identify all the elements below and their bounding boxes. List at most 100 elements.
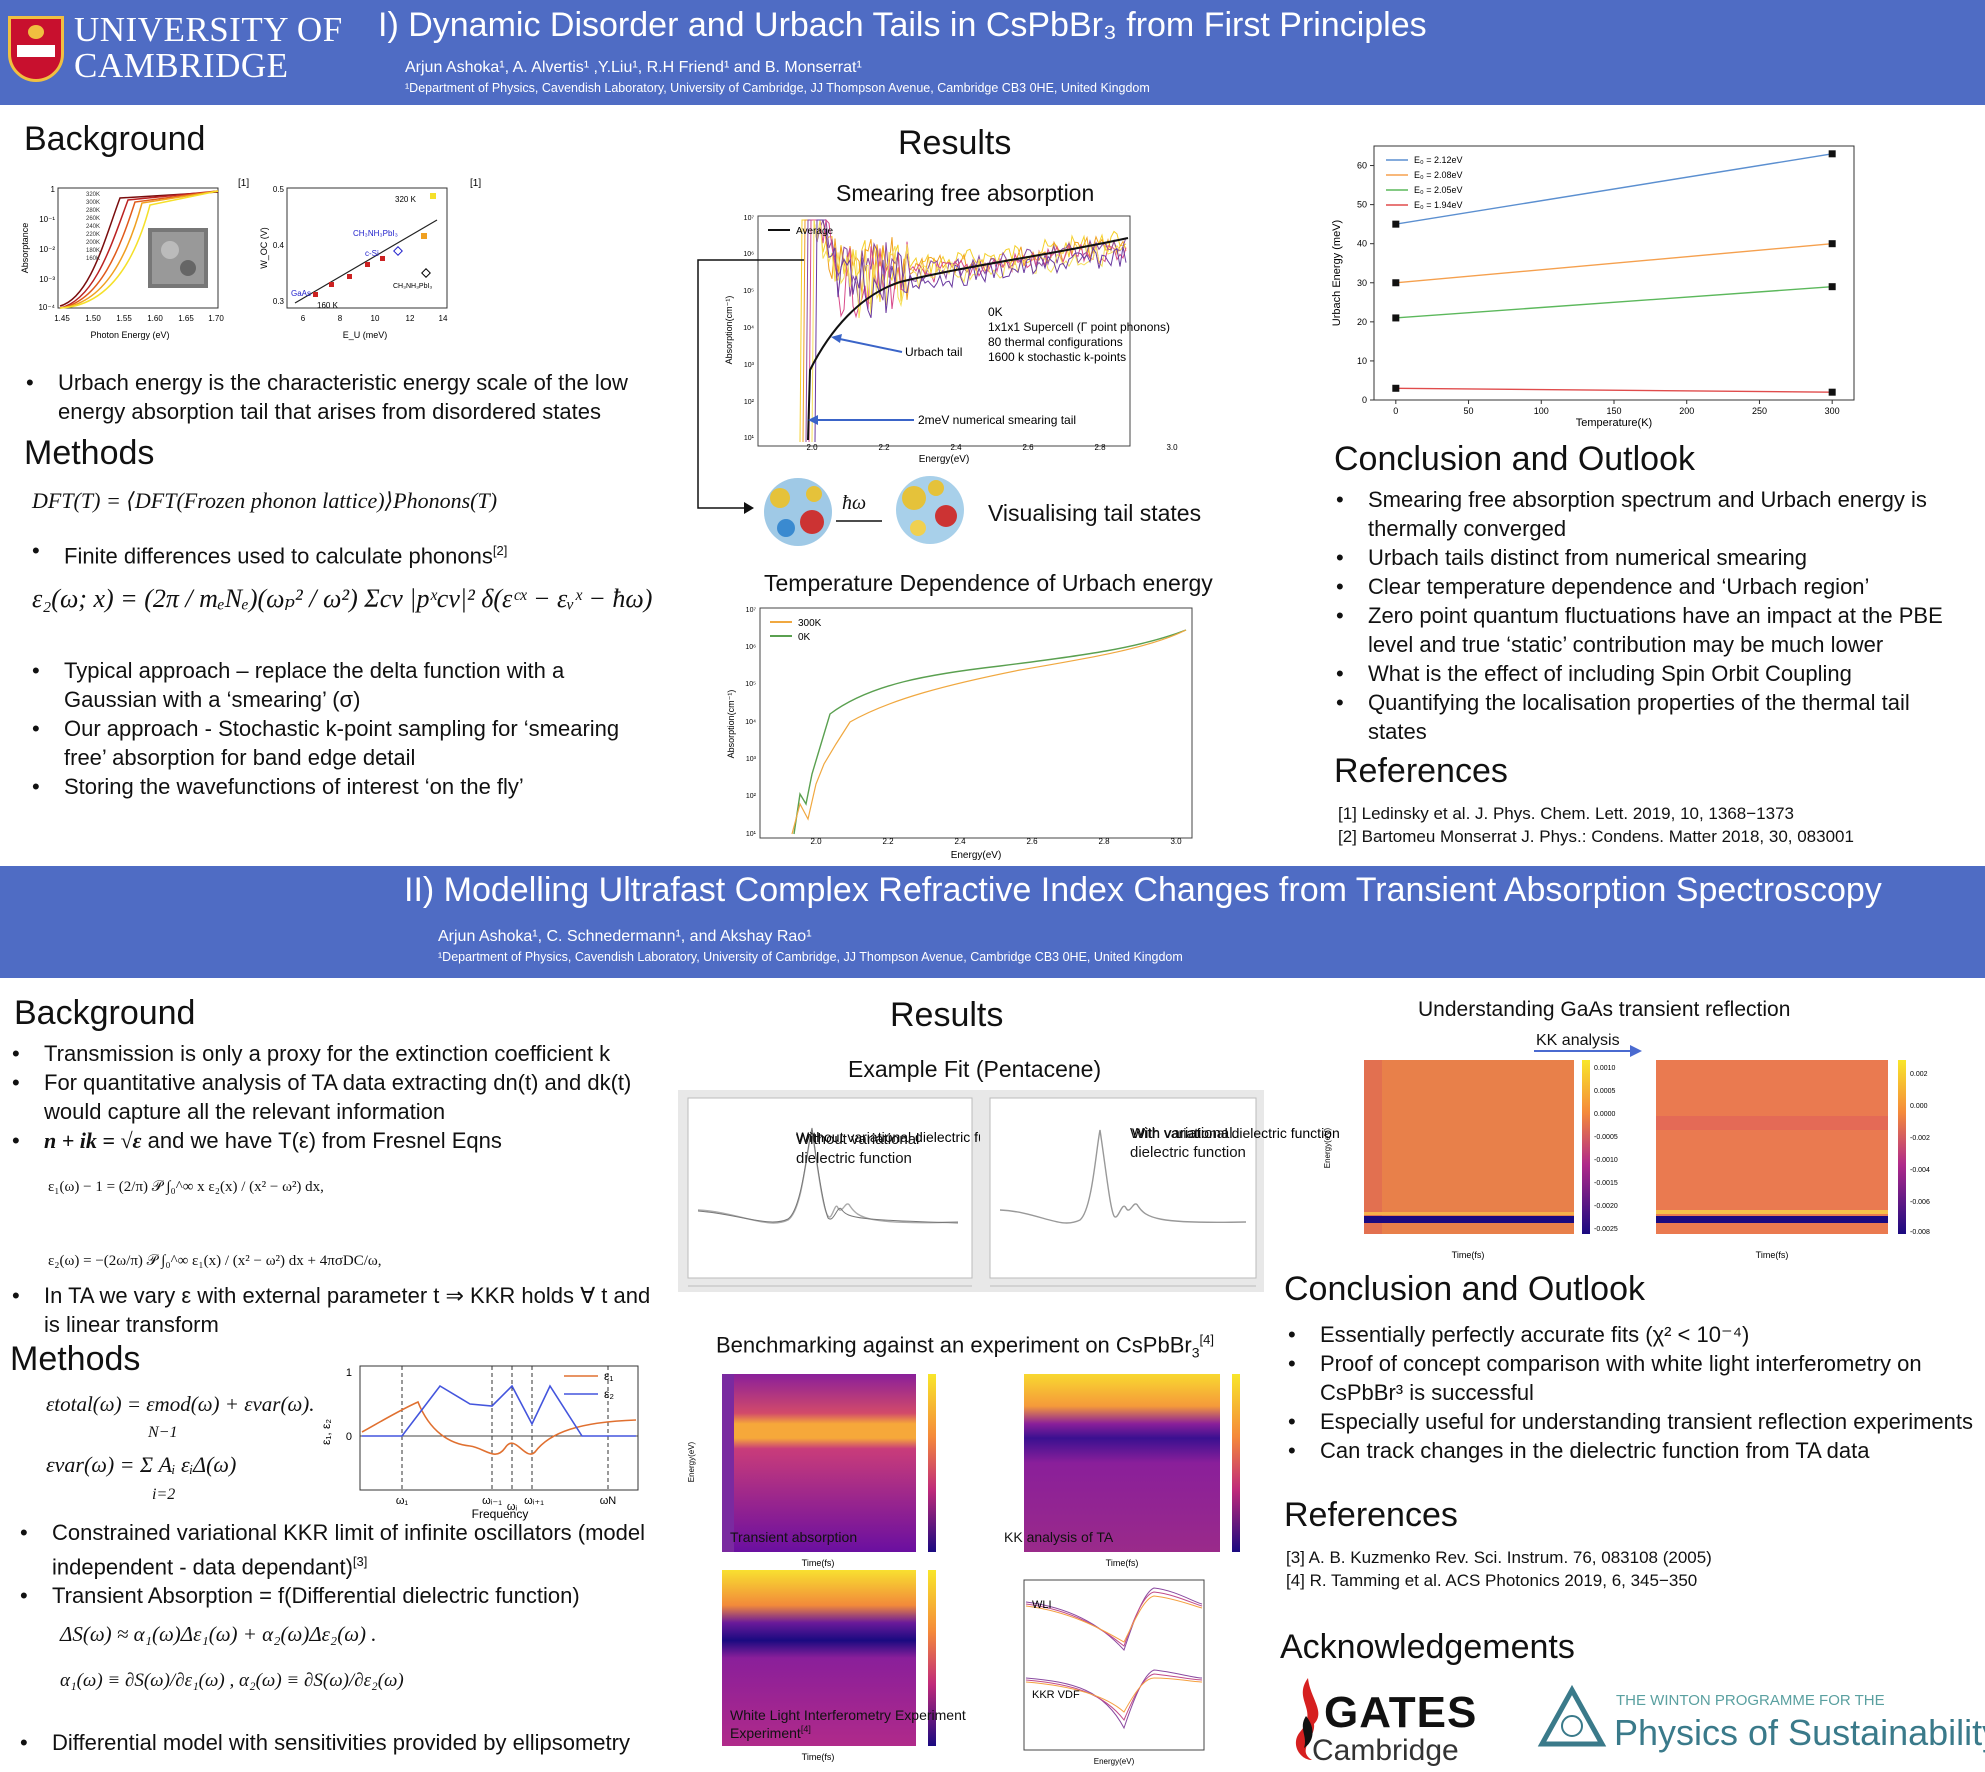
p1-temperature-absorption-chart: 300K 0K 2.0 2.2 2.4 2.6 2.8 3.0 Energy(eV) Ab… xyxy=(726,607,1193,861)
svg-text:Energy(eV): Energy(eV) xyxy=(919,454,970,465)
gaas-kk-analysis-map: 0.002 0.000 -0.002 -0.004 -0.006 -0.008 Time(… xyxy=(1656,1060,1930,1260)
white-light-interferometry-map: White Light Interferometry Experiment Ex… xyxy=(722,1570,966,1762)
poster-1-authors: Arjun Ashoka¹, A. Alvertis¹ ,Y.Liu¹, R.H… xyxy=(405,59,862,76)
svg-text:160K: 160K xyxy=(86,256,100,262)
p2-methods-bullets: Constrained variational KKR limit of inf… xyxy=(14,1518,674,1610)
svg-text:10: 10 xyxy=(371,314,380,323)
fit-without-variational-panel: Without variational dielectric function xyxy=(678,1090,1023,1292)
x-tick-label: 100 xyxy=(1534,406,1549,416)
poster-2-affiliation: ¹Department of Physics, Cavendish Labora… xyxy=(438,950,1183,964)
svg-text:10⁷: 10⁷ xyxy=(744,215,755,222)
poster-2-authors: Arjun Ashoka¹, C. Schnedermann¹, and Aks… xyxy=(438,928,812,945)
svg-text:0K: 0K xyxy=(988,305,1003,319)
svg-text:ε₁: ε₁ xyxy=(604,1369,613,1383)
x-axis-label: Temperature(K) xyxy=(1576,417,1652,429)
fit-with-variational-panel: With variational dielectric function xyxy=(980,1090,1340,1292)
kk-relation-1: ε₁(ω) − 1 = (2/π) 𝒫 ∫₀^∞ x ε₂(x) / (x² −… xyxy=(48,1179,324,1195)
list-item: Can track changes in the dielectric func… xyxy=(1282,1436,1982,1465)
svg-text:200K: 200K xyxy=(86,240,100,246)
sum-lower-limit: i=2 xyxy=(152,1486,176,1503)
reference-4: [4] R. Tamming et al. ACS Photonics 2019… xyxy=(1286,1571,1698,1590)
svg-text:3.0: 3.0 xyxy=(1170,837,1182,846)
svg-text:ωᵢ₊₁: ωᵢ₊₁ xyxy=(524,1495,544,1507)
data-point xyxy=(1828,388,1836,396)
hbar-omega-arrow xyxy=(836,520,882,522)
svg-text:10²: 10² xyxy=(746,793,757,800)
svg-text:1x1x1 Supercell (Γ point phono: 1x1x1 Supercell (Γ point phonons) xyxy=(988,320,1170,334)
svg-text:Average: Average xyxy=(796,226,834,237)
legend-label: E₀ = 2.12eV xyxy=(1414,155,1463,165)
svg-text:0.0005: 0.0005 xyxy=(1594,1088,1616,1095)
svg-text:Time(fs): Time(fs) xyxy=(802,1558,835,1568)
svg-text:10⁻¹: 10⁻¹ xyxy=(39,215,55,224)
svg-text:80 thermal configurations: 80 thermal configurations xyxy=(988,335,1123,349)
university-logo: UNIVERSITY OF CAMBRIDGE xyxy=(74,10,343,85)
series-line xyxy=(1395,242,1833,284)
svg-text:[1]: [1] xyxy=(238,178,249,189)
p1-methods-bullets: Typical approach – replace the delta fun… xyxy=(26,656,646,801)
svg-text:WLI: WLI xyxy=(1032,1599,1052,1611)
svg-text:260K: 260K xyxy=(86,216,100,222)
list-item: Our approach - Stochastic k-point sampli… xyxy=(26,714,646,772)
p1-results-heading: Results xyxy=(898,124,1012,162)
svg-text:1.70: 1.70 xyxy=(208,314,224,323)
x-tick-label: 50 xyxy=(1464,406,1474,416)
svg-text:GaAs: GaAs xyxy=(291,289,311,298)
svg-text:ω₁: ω₁ xyxy=(396,1495,409,1507)
alpha-sensitivity-equation: α₁(ω) ≡ ∂S(ω)/∂ε₁(ω) , α₂(ω) ≡ ∂S(ω)/∂ε₂… xyxy=(60,1670,404,1691)
p1-background-bullets: Urbach energy is the characteristic ener… xyxy=(20,368,640,426)
acknowledgements-heading: Acknowledgements xyxy=(1280,1628,1575,1666)
p2-background-heading: Background xyxy=(14,994,196,1032)
list-item: n + ik = √ε and we have T(ε) from Fresne… xyxy=(6,1126,666,1155)
svg-text:10⁶: 10⁶ xyxy=(743,251,754,258)
svg-text:-0.006: -0.006 xyxy=(1910,1199,1930,1206)
svg-text:Time(fs): Time(fs) xyxy=(1452,1250,1485,1260)
svg-text:-0.0005: -0.0005 xyxy=(1594,1134,1618,1141)
svg-text:Energy(eV): Energy(eV) xyxy=(1323,1127,1332,1168)
data-point xyxy=(1828,150,1836,158)
svg-text:-0.0025: -0.0025 xyxy=(1594,1226,1618,1233)
svg-text:2.8: 2.8 xyxy=(1094,443,1106,452)
list-item: Typical approach – replace the delta fun… xyxy=(26,656,646,714)
svg-text:0: 0 xyxy=(346,1431,352,1443)
svg-text:10¹: 10¹ xyxy=(744,435,755,442)
reference-1: [1] Ledinsky et al. J. Phys. Chem. Lett.… xyxy=(1338,804,1794,823)
list-item: Smearing free absorption spectrum and Ur… xyxy=(1330,485,1970,543)
svg-text:W_OC (V): W_OC (V) xyxy=(259,227,269,269)
svg-text:10⁴: 10⁴ xyxy=(743,325,754,332)
svg-text:0.000: 0.000 xyxy=(1910,1103,1928,1110)
data-point xyxy=(1828,283,1836,291)
svg-text:10⁵: 10⁵ xyxy=(743,288,754,295)
list-item: Clear temperature dependence and ‘Urbach… xyxy=(1330,572,1970,601)
svg-text:With variational dielectric fu: With variational dielectric function xyxy=(1132,1125,1340,1141)
svg-text:10³: 10³ xyxy=(744,362,755,369)
list-item: Zero point quantum fluctuations have an … xyxy=(1330,601,1970,659)
svg-text:Absorption(cm⁻¹): Absorption(cm⁻¹) xyxy=(724,296,734,365)
tail-state-render-icon xyxy=(764,478,832,546)
urbach-energy-chart: 0 50 100 150 200 250 300 0 10 20 30 40 50 60 Temperatu… xyxy=(1331,145,1855,429)
svg-text:0.0010: 0.0010 xyxy=(1594,1065,1616,1072)
p2-background-bullets: Transmission is only a proxy for the ext… xyxy=(6,1039,666,1155)
svg-text:2.4: 2.4 xyxy=(954,837,966,846)
p1-methods-bullet-1: Finite differences used to calculate pho… xyxy=(26,536,646,570)
gates-logo-text: GATES xyxy=(1324,1688,1478,1737)
kk-analysis-arrow-label: KK analysis xyxy=(1536,1032,1620,1049)
svg-text:1.45: 1.45 xyxy=(54,314,70,323)
svg-text:Time(fs): Time(fs) xyxy=(802,1752,835,1762)
list-item: Finite differences used to calculate pho… xyxy=(26,536,646,570)
legend-label: E₀ = 2.05eV xyxy=(1414,185,1463,195)
p1-dft-equation: DFT(T) = ⟨DFT(Frozen phonon lattice)⟩Pho… xyxy=(32,488,498,513)
x-tick-label: 0 xyxy=(1393,406,1398,416)
svg-text:1.60: 1.60 xyxy=(147,314,163,323)
recycle-icon xyxy=(1537,1684,1607,1747)
gaas-title: Understanding GaAs transient reflection xyxy=(1418,998,1791,1021)
kk-analysis-arrow xyxy=(1534,1045,1642,1057)
svg-text:300K: 300K xyxy=(86,200,100,206)
svg-text:10⁴: 10⁴ xyxy=(745,719,756,726)
svg-text:0.002: 0.002 xyxy=(1910,1071,1928,1078)
p2-results-heading: Results xyxy=(890,996,1004,1034)
y-tick-label: 40 xyxy=(1357,239,1367,249)
svg-text:-0.0015: -0.0015 xyxy=(1594,1180,1618,1187)
svg-text:10⁶: 10⁶ xyxy=(745,644,756,651)
series-line xyxy=(1395,153,1833,225)
